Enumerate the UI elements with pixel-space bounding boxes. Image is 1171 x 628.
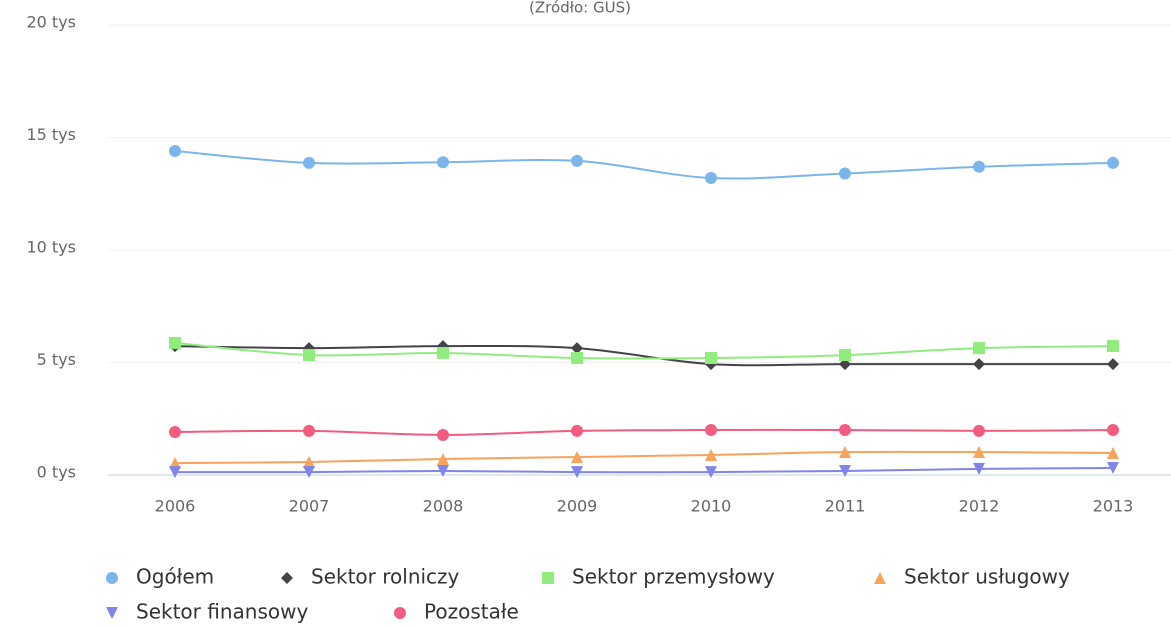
point: [839, 349, 851, 362]
x-tick-label: 2013: [1093, 497, 1134, 516]
legend-label: Sektor przemysłowy: [572, 565, 775, 589]
series-line: [174, 344, 1113, 367]
series-line: [174, 467, 1114, 474]
point: [437, 464, 449, 477]
legend-label: Sektor finansowy: [136, 600, 308, 624]
point: [169, 336, 181, 349]
point: [303, 349, 315, 362]
x-tick-label: 2010: [691, 497, 732, 516]
series-line: [174, 341, 1114, 360]
point: [839, 446, 851, 459]
point: [571, 342, 583, 355]
chart-subtitle: (Źródło: GUS): [529, 0, 631, 17]
series-line: [174, 450, 1114, 465]
x-tick-label: 2007: [289, 497, 330, 516]
point: [1107, 424, 1119, 436]
legend-item[interactable]: Sektor rolniczy: [281, 565, 460, 589]
point: [705, 466, 717, 479]
point: [1107, 358, 1119, 371]
point: [1107, 340, 1119, 353]
point: [705, 448, 717, 461]
y-tick-label: 0 tys: [37, 463, 76, 482]
series: [169, 462, 1119, 479]
legend-symbol: [394, 607, 406, 619]
point: [169, 145, 181, 157]
point: [973, 160, 985, 173]
point: [169, 426, 181, 439]
point: [1107, 156, 1119, 169]
point: [839, 424, 851, 436]
point: [973, 342, 985, 355]
point: [303, 156, 315, 169]
legend-symbol: [874, 572, 886, 584]
point: [303, 455, 315, 468]
point: [437, 156, 449, 169]
point: [303, 466, 315, 479]
point: [973, 424, 985, 437]
point: [839, 464, 851, 477]
y-tick-label: 20 tys: [26, 13, 76, 32]
x-tick-label: 2012: [959, 497, 1000, 516]
point: [973, 358, 985, 371]
point: [571, 154, 583, 167]
point: [1107, 446, 1119, 459]
legend-item[interactable]: Sektor usługowy: [874, 565, 1070, 589]
legend-label: Pozostałe: [424, 600, 519, 624]
x-tick-label: 2009: [557, 497, 598, 516]
legend-item[interactable]: Pozostałe: [394, 600, 519, 624]
point: [839, 167, 851, 180]
series-line: [174, 150, 1114, 180]
point: [705, 424, 717, 436]
point: [437, 428, 449, 441]
point: [169, 466, 181, 479]
y-tick-label: 5 tys: [37, 350, 76, 369]
legend-label: Sektor rolniczy: [311, 565, 460, 589]
point: [571, 424, 583, 437]
series: [169, 336, 1119, 364]
y-tick-label: 10 tys: [26, 238, 76, 257]
x-tick-label: 2006: [155, 497, 196, 516]
series: [169, 424, 1119, 441]
x-tick-label: 2008: [423, 497, 464, 516]
legend-item[interactable]: Sektor finansowy: [106, 600, 308, 624]
point: [571, 352, 583, 364]
legend-symbol: [281, 572, 293, 584]
series-line: [174, 428, 1114, 436]
point: [705, 172, 717, 184]
point: [437, 347, 449, 360]
legend-item[interactable]: Sektor przemysłowy: [542, 565, 775, 589]
legend-symbol: [106, 607, 118, 619]
point: [571, 466, 583, 479]
legend-item[interactable]: Ogółem: [106, 565, 214, 589]
legend-symbol: [106, 572, 118, 584]
point: [571, 451, 583, 463]
point: [973, 462, 985, 475]
point: [303, 424, 315, 437]
series: [169, 145, 1119, 184]
legend-label: Sektor usługowy: [904, 565, 1070, 589]
y-tick-label: 15 tys: [26, 125, 76, 144]
point: [973, 446, 985, 459]
point: [705, 352, 717, 364]
legend-symbol: [542, 572, 554, 584]
x-tick-label: 2011: [825, 497, 866, 516]
legend-label: Ogółem: [136, 565, 214, 589]
point: [1107, 462, 1119, 475]
point: [437, 453, 449, 466]
